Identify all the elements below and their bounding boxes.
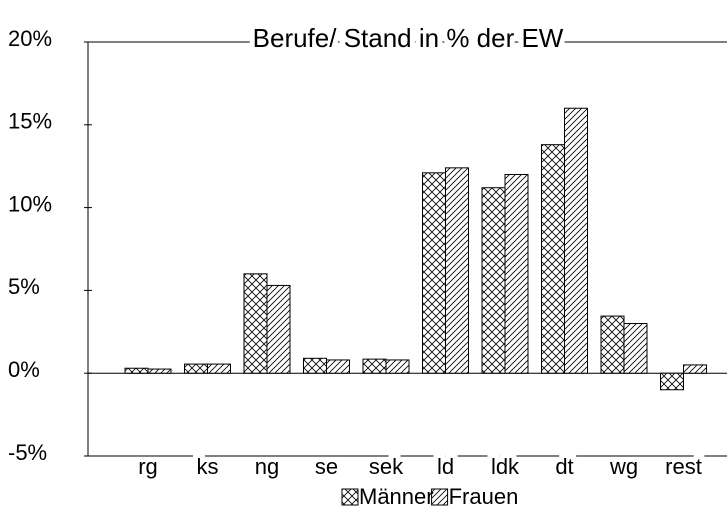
- bar: [266, 284, 291, 374]
- bar: [422, 172, 446, 374]
- x-tick-label: se: [315, 454, 338, 479]
- bar: [600, 315, 625, 374]
- bar: [623, 323, 648, 374]
- bar: [541, 144, 565, 374]
- x-tick-label: ld: [437, 454, 454, 479]
- bar: [184, 363, 208, 374]
- bar: [481, 187, 506, 374]
- x-tick-label: sek: [369, 454, 404, 479]
- bar: [683, 364, 707, 374]
- legend-label: Frauen: [449, 484, 519, 509]
- x-tick-label: ldk: [491, 454, 520, 479]
- bar: [303, 357, 327, 374]
- y-tick-label: 15%: [8, 109, 52, 134]
- frame: [84, 41, 727, 457]
- y-tick-label: 20%: [8, 26, 52, 51]
- plot: [124, 107, 707, 506]
- bar: [445, 167, 469, 374]
- bar: [504, 173, 529, 374]
- y-tick-label: 0%: [8, 357, 40, 382]
- y-tick-label: 5%: [8, 274, 40, 299]
- x-tick-label: ks: [197, 454, 219, 479]
- bar: [564, 107, 588, 374]
- bar: [124, 367, 149, 374]
- y-tick-label: 10%: [8, 191, 52, 216]
- x-tick-label: wg: [609, 454, 638, 479]
- bar: [326, 359, 350, 374]
- chart-title: Berufe/ Stand in % der EW: [253, 23, 564, 53]
- legend-swatch: [341, 488, 359, 506]
- bar: [362, 358, 387, 374]
- bar: [243, 273, 268, 374]
- x-tick-label: rg: [138, 454, 158, 479]
- x-tick-label: rest: [665, 454, 702, 479]
- legend-label: Männer: [359, 484, 434, 509]
- x-tick-label: dt: [555, 454, 573, 479]
- x-tick-label: ng: [255, 454, 279, 479]
- bar: [207, 363, 231, 374]
- bar: [385, 359, 410, 374]
- y-tick-label: -5%: [8, 440, 47, 465]
- legend-swatch: [431, 488, 449, 506]
- bar: [147, 368, 172, 374]
- bar: [660, 372, 684, 391]
